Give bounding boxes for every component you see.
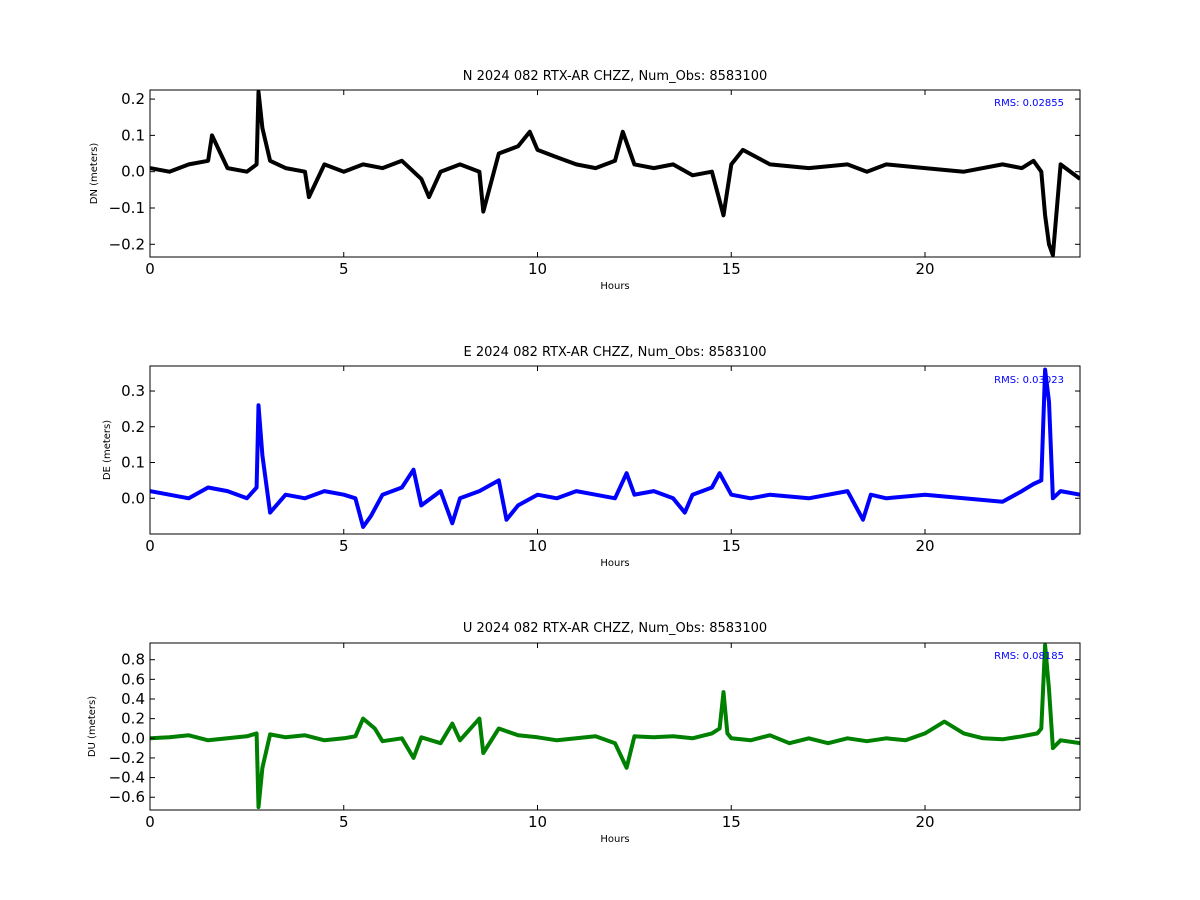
y-tick-label: 0.6 xyxy=(121,670,145,688)
y-tick-label: −0.2 xyxy=(109,749,145,767)
y-tick-label: 0.2 xyxy=(121,90,145,108)
y-axis-label: DN (meters) xyxy=(89,143,100,205)
y-tick-label: 0.2 xyxy=(121,710,145,728)
subplot-north: N 2024 082 RTX-AR CHZZ, Num_Obs: 8583100… xyxy=(89,69,1081,292)
x-tick-label: 15 xyxy=(722,537,741,555)
x-tick-label: 10 xyxy=(528,260,547,278)
series-line-0 xyxy=(150,367,1080,529)
x-tick-label: 0 xyxy=(145,813,155,831)
y-tick-label: 0.2 xyxy=(121,418,145,436)
subplot-title: N 2024 082 RTX-AR CHZZ, Num_Obs: 8583100 xyxy=(463,69,768,84)
y-tick-label: −0.6 xyxy=(109,788,145,806)
rms-annotation: RMS: 0.02855 xyxy=(994,98,1064,109)
x-tick-label: 0 xyxy=(145,537,155,555)
x-tick-label: 10 xyxy=(528,537,547,555)
subplot-title: U 2024 082 RTX-AR CHZZ, Num_Obs: 8583100 xyxy=(463,621,767,636)
y-tick-label: 0.0 xyxy=(121,729,145,747)
x-tick-label: 20 xyxy=(915,260,934,278)
x-axis-label: Hours xyxy=(600,834,629,845)
rms-annotation: RMS: 0.03023 xyxy=(994,375,1064,386)
y-tick-label: −0.2 xyxy=(109,235,145,253)
y-tick-label: −0.1 xyxy=(109,199,145,217)
y-tick-label: 0.1 xyxy=(121,454,145,472)
x-tick-label: 15 xyxy=(722,813,741,831)
y-axis-label: DU (meters) xyxy=(87,696,98,757)
x-tick-label: 5 xyxy=(339,537,349,555)
x-tick-label: 10 xyxy=(528,813,547,831)
y-tick-label: −0.4 xyxy=(109,769,145,787)
y-tick-label: 0.0 xyxy=(121,163,145,181)
x-axis-label: Hours xyxy=(600,281,629,292)
y-axis-label: DE (meters) xyxy=(102,420,113,480)
axes-frame xyxy=(149,89,1081,258)
y-tick-label: 0.8 xyxy=(121,651,145,669)
x-tick-label: 15 xyxy=(722,260,741,278)
y-tick-label: 0.4 xyxy=(121,690,145,708)
series-line-0 xyxy=(150,643,1080,810)
subplot-title: E 2024 082 RTX-AR CHZZ, Num_Obs: 8583100 xyxy=(464,345,767,360)
axes-frame xyxy=(149,642,1081,811)
subplot-east: E 2024 082 RTX-AR CHZZ, Num_Obs: 8583100… xyxy=(102,345,1081,569)
x-tick-label: 0 xyxy=(145,260,155,278)
y-tick-label: 0.1 xyxy=(121,126,145,144)
x-tick-label: 20 xyxy=(915,537,934,555)
x-tick-label: 5 xyxy=(339,813,349,831)
y-tick-label: 0.3 xyxy=(121,382,145,400)
y-tick-label: 0.0 xyxy=(121,489,145,507)
x-tick-label: 5 xyxy=(339,260,349,278)
x-axis-label: Hours xyxy=(600,558,629,569)
axes-frame xyxy=(149,365,1081,535)
rms-annotation: RMS: 0.08185 xyxy=(994,651,1064,662)
subplot-up: U 2024 082 RTX-AR CHZZ, Num_Obs: 8583100… xyxy=(87,621,1081,845)
x-tick-label: 20 xyxy=(915,813,934,831)
series-line-0 xyxy=(150,90,1080,257)
